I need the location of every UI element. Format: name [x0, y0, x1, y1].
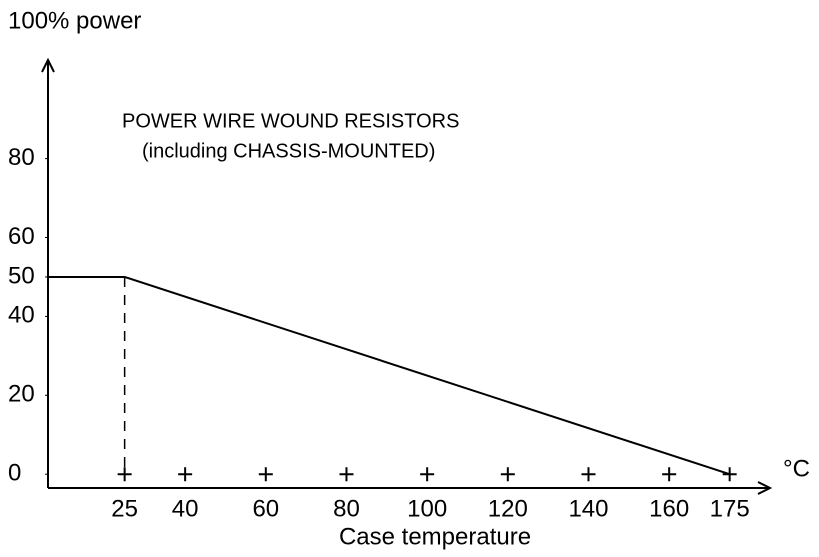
y-tick-label: 20 [8, 381, 35, 408]
y-tick-label: 40 [8, 302, 35, 329]
data-line [48, 275, 730, 476]
x-tick-label: 175 [710, 495, 750, 522]
y-axis-arrow [41, 57, 55, 73]
x-tick [500, 467, 515, 482]
y-axis-label: 100% power [8, 7, 141, 34]
x-tick-label: 25 [111, 495, 138, 522]
x-tick-label: 140 [568, 495, 608, 522]
x-axis-label: Case temperature [339, 523, 531, 550]
x-tick-label: 40 [172, 495, 199, 522]
x-tick-label: 100 [407, 495, 447, 522]
annotation: POWER WIRE WOUND RESISTORS [122, 110, 459, 132]
x-tick [662, 467, 677, 482]
x-tick [420, 467, 435, 482]
y-tick-label: 80 [8, 144, 35, 171]
y-tick-label: 60 [8, 223, 35, 250]
x-tick [117, 467, 132, 482]
x-tick-label: 120 [488, 495, 528, 522]
x-tick [581, 467, 596, 482]
x-tick [178, 467, 193, 482]
y-tick-label: 50 [8, 262, 35, 289]
x-tick [722, 467, 737, 482]
x-tick [258, 467, 273, 482]
y-tick-label: 0 [8, 460, 21, 487]
x-axis-arrow [757, 481, 773, 495]
annotation: (including CHASSIS-MOUNTED) [142, 140, 435, 162]
x-tick-label: 160 [649, 495, 689, 522]
x-tick-label: 60 [252, 495, 279, 522]
x-unit: °C [783, 455, 810, 482]
x-tick-label: 80 [333, 495, 360, 522]
x-tick [339, 467, 354, 482]
